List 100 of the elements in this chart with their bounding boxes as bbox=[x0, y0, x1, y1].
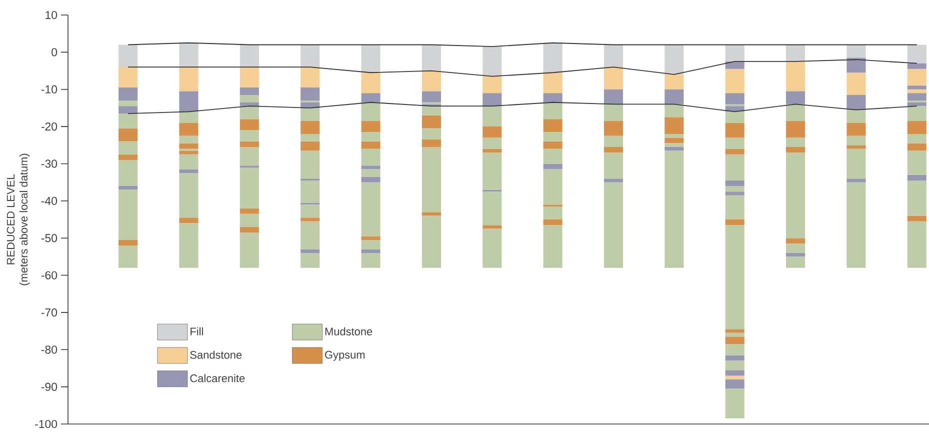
bar bbox=[422, 216, 441, 268]
bar bbox=[725, 225, 744, 330]
bar bbox=[907, 150, 926, 175]
bar bbox=[725, 154, 744, 180]
bar bbox=[300, 44, 320, 68]
bar bbox=[604, 182, 624, 268]
bar bbox=[300, 218, 320, 222]
bar bbox=[482, 76, 502, 94]
bar bbox=[725, 388, 744, 418]
bar bbox=[361, 166, 380, 170]
bar bbox=[907, 216, 926, 222]
bar bbox=[543, 206, 562, 220]
bar bbox=[361, 169, 380, 177]
bar bbox=[907, 106, 926, 121]
bar bbox=[604, 146, 624, 153]
bar bbox=[725, 138, 744, 149]
bar bbox=[240, 44, 259, 68]
bar bbox=[179, 67, 198, 92]
bar bbox=[482, 148, 502, 153]
bar bbox=[907, 180, 926, 216]
bar bbox=[846, 94, 866, 110]
y-tick-label: -60 bbox=[41, 271, 58, 280]
bar bbox=[118, 240, 138, 246]
bar bbox=[179, 218, 198, 224]
y-tick-label: -80 bbox=[41, 346, 58, 354]
bar bbox=[361, 93, 380, 102]
bar bbox=[118, 44, 138, 68]
bar bbox=[240, 88, 259, 95]
bar bbox=[907, 89, 926, 94]
y-tick-label: -100 bbox=[35, 420, 58, 428]
bar bbox=[604, 136, 624, 147]
bar bbox=[361, 240, 380, 250]
bar bbox=[179, 154, 198, 170]
bar bbox=[664, 44, 684, 74]
bar bbox=[179, 169, 198, 174]
bar bbox=[543, 141, 562, 149]
bar bbox=[482, 93, 502, 106]
bar bbox=[725, 148, 744, 154]
bar bbox=[179, 122, 198, 136]
legend-label: Gypsum bbox=[325, 350, 365, 361]
legend-label: Sandstone bbox=[190, 350, 242, 359]
bar bbox=[361, 148, 380, 166]
bar bbox=[725, 336, 744, 344]
bar bbox=[907, 86, 926, 90]
bar bbox=[300, 249, 320, 253]
bar bbox=[786, 244, 806, 253]
legend-label: Mudstone bbox=[325, 327, 372, 336]
bar bbox=[664, 89, 684, 104]
bar bbox=[907, 68, 926, 86]
bar bbox=[846, 182, 866, 268]
bar bbox=[846, 44, 866, 58]
bar bbox=[846, 58, 866, 73]
bar bbox=[664, 150, 684, 268]
bar bbox=[240, 102, 259, 106]
bar bbox=[907, 134, 926, 144]
bar bbox=[543, 219, 562, 226]
bar bbox=[664, 117, 684, 134]
bar bbox=[725, 329, 744, 333]
bar bbox=[118, 67, 138, 88]
bar bbox=[786, 252, 806, 257]
bar bbox=[179, 42, 198, 68]
bar bbox=[179, 136, 198, 144]
bar bbox=[786, 152, 806, 238]
bar bbox=[118, 100, 138, 106]
bar bbox=[725, 61, 744, 69]
bar bbox=[664, 146, 684, 151]
bar bbox=[543, 119, 562, 132]
bar bbox=[604, 120, 624, 136]
bar bbox=[725, 195, 744, 220]
bar bbox=[361, 182, 380, 236]
bar bbox=[300, 150, 320, 179]
bar bbox=[118, 128, 138, 142]
bar bbox=[725, 376, 744, 380]
bar bbox=[786, 104, 806, 121]
bar bbox=[179, 91, 198, 112]
bar bbox=[907, 44, 926, 64]
bar bbox=[422, 146, 441, 212]
bar bbox=[422, 128, 441, 140]
bar bbox=[300, 67, 320, 88]
bar bbox=[300, 141, 320, 151]
bar bbox=[300, 252, 320, 268]
bar bbox=[907, 221, 926, 268]
bar bbox=[786, 138, 806, 147]
y-axis-title: REDUCED LEVEL (meters above local datum) bbox=[6, 154, 30, 286]
bar bbox=[725, 192, 744, 196]
bar bbox=[725, 180, 744, 186]
y-tick-label: -30 bbox=[41, 160, 58, 168]
y-tick-label: -20 bbox=[41, 122, 58, 131]
bar bbox=[361, 44, 380, 73]
bar bbox=[786, 146, 806, 153]
bar bbox=[725, 68, 744, 94]
bar bbox=[725, 344, 744, 356]
bar bbox=[664, 143, 684, 147]
bar bbox=[543, 225, 562, 268]
bar bbox=[240, 167, 259, 208]
bar bbox=[361, 132, 380, 142]
bar bbox=[725, 93, 744, 104]
bar bbox=[725, 219, 744, 226]
bar bbox=[543, 72, 562, 94]
bar bbox=[725, 122, 744, 138]
